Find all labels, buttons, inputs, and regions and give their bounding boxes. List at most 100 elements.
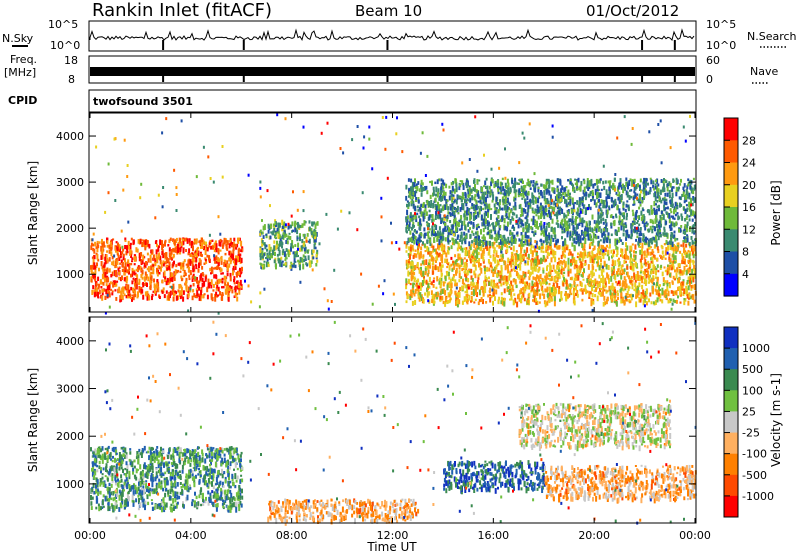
heatmap-cell (638, 223, 641, 227)
heatmap-cell (488, 224, 491, 227)
heatmap-cell (488, 267, 491, 272)
heatmap-cell (482, 234, 485, 240)
heatmap-cell (460, 231, 463, 235)
heatmap-cell (505, 185, 508, 190)
heatmap-cell (92, 243, 95, 247)
heatmap-cell (564, 263, 567, 269)
heatmap-cell (459, 180, 462, 183)
heatmap-cell (175, 264, 178, 268)
heatmap-cell (174, 272, 177, 276)
heatmap-cell (237, 238, 240, 244)
heatmap-cell (652, 286, 654, 292)
heatmap-cell (623, 215, 625, 220)
heatmap-cell (560, 292, 563, 298)
heatmap-cell (492, 194, 495, 201)
heatmap-cell (579, 238, 582, 244)
heatmap-cell (658, 285, 660, 291)
heatmap-cell (461, 220, 463, 226)
heatmap-cell (468, 284, 471, 287)
heatmap-cell (164, 277, 167, 283)
heatmap-cell (632, 196, 635, 201)
heatmap-cell (313, 239, 316, 243)
heatmap-cell (630, 228, 633, 233)
heatmap-cell (602, 279, 605, 285)
heatmap-cell (263, 260, 266, 263)
heatmap-cell (598, 178, 601, 184)
heatmap-cell (522, 291, 525, 298)
heatmap-cell (226, 288, 229, 294)
heatmap-cell (265, 261, 268, 268)
heatmap-cell (166, 267, 169, 271)
heatmap-cell (520, 185, 523, 189)
heatmap-cell (285, 248, 288, 252)
heatmap-cell (422, 241, 424, 245)
heatmap-cell (597, 192, 600, 198)
heatmap-cell (111, 292, 114, 296)
heatmap-cell (182, 265, 185, 271)
heatmap-cell (521, 197, 524, 200)
heatmap-cell (190, 254, 193, 257)
heatmap-cell (632, 180, 635, 186)
heatmap-cell (484, 218, 487, 225)
heatmap-cell (664, 232, 666, 236)
heatmap-cell (612, 200, 615, 203)
heatmap-cell (600, 199, 603, 204)
heatmap-cell (268, 226, 271, 229)
heatmap-cell (457, 242, 460, 248)
heatmap-cell (457, 253, 460, 256)
heatmap-cell (593, 245, 596, 250)
heatmap-cell (430, 290, 433, 295)
heatmap-cell (526, 218, 529, 225)
heatmap-cell (487, 294, 490, 298)
heatmap-cell (124, 239, 127, 242)
heatmap-cell (651, 209, 654, 214)
heatmap-cell (680, 285, 683, 290)
heatmap-cell (149, 254, 152, 260)
heatmap-cell (488, 229, 491, 233)
heatmap-cell (451, 185, 454, 191)
heatmap-cell (502, 192, 505, 195)
heatmap-cell (497, 299, 500, 305)
heatmap-cell (510, 295, 513, 301)
heatmap-cell (93, 289, 96, 294)
heatmap-cell (637, 241, 640, 246)
heatmap-cell (436, 251, 439, 255)
nsearch-label: N.Search (747, 30, 797, 43)
heatmap-cell (120, 290, 123, 296)
heatmap-cell (567, 252, 570, 256)
heatmap-cell (516, 182, 519, 185)
heatmap-cell (587, 264, 590, 270)
heatmap-cell (440, 278, 443, 283)
heatmap-cell (647, 182, 649, 186)
heatmap-cell (435, 211, 437, 215)
heatmap-cell (145, 244, 148, 248)
heatmap-cell (536, 292, 539, 296)
heatmap-cell (543, 278, 546, 285)
heatmap-cell (407, 270, 410, 274)
heatmap-cell (449, 190, 452, 195)
heatmap-cell (631, 279, 634, 283)
heatmap-cell (470, 275, 473, 280)
heatmap-cell (447, 237, 450, 243)
heatmap-cell (472, 222, 475, 225)
heatmap-cell (518, 182, 520, 185)
heatmap-cell (149, 271, 152, 276)
heatmap-cell (685, 270, 688, 276)
heatmap-cell (659, 293, 662, 298)
heatmap-cell (416, 186, 419, 192)
heatmap-cell (639, 298, 642, 301)
heatmap-cell (558, 260, 561, 263)
heatmap-cell (428, 209, 431, 213)
heatmap-cell (653, 239, 656, 243)
heatmap-cell (494, 259, 497, 264)
heatmap-cell (165, 252, 168, 259)
heatmap-cell (438, 252, 441, 257)
heatmap-cell (270, 231, 273, 234)
heatmap-cell (301, 239, 304, 244)
heatmap-cell (613, 250, 615, 254)
heatmap-cell (103, 266, 106, 271)
heatmap-cell (510, 247, 513, 250)
heatmap-cell (194, 250, 197, 254)
heatmap-cell (541, 195, 544, 199)
heatmap-cell (127, 264, 130, 267)
